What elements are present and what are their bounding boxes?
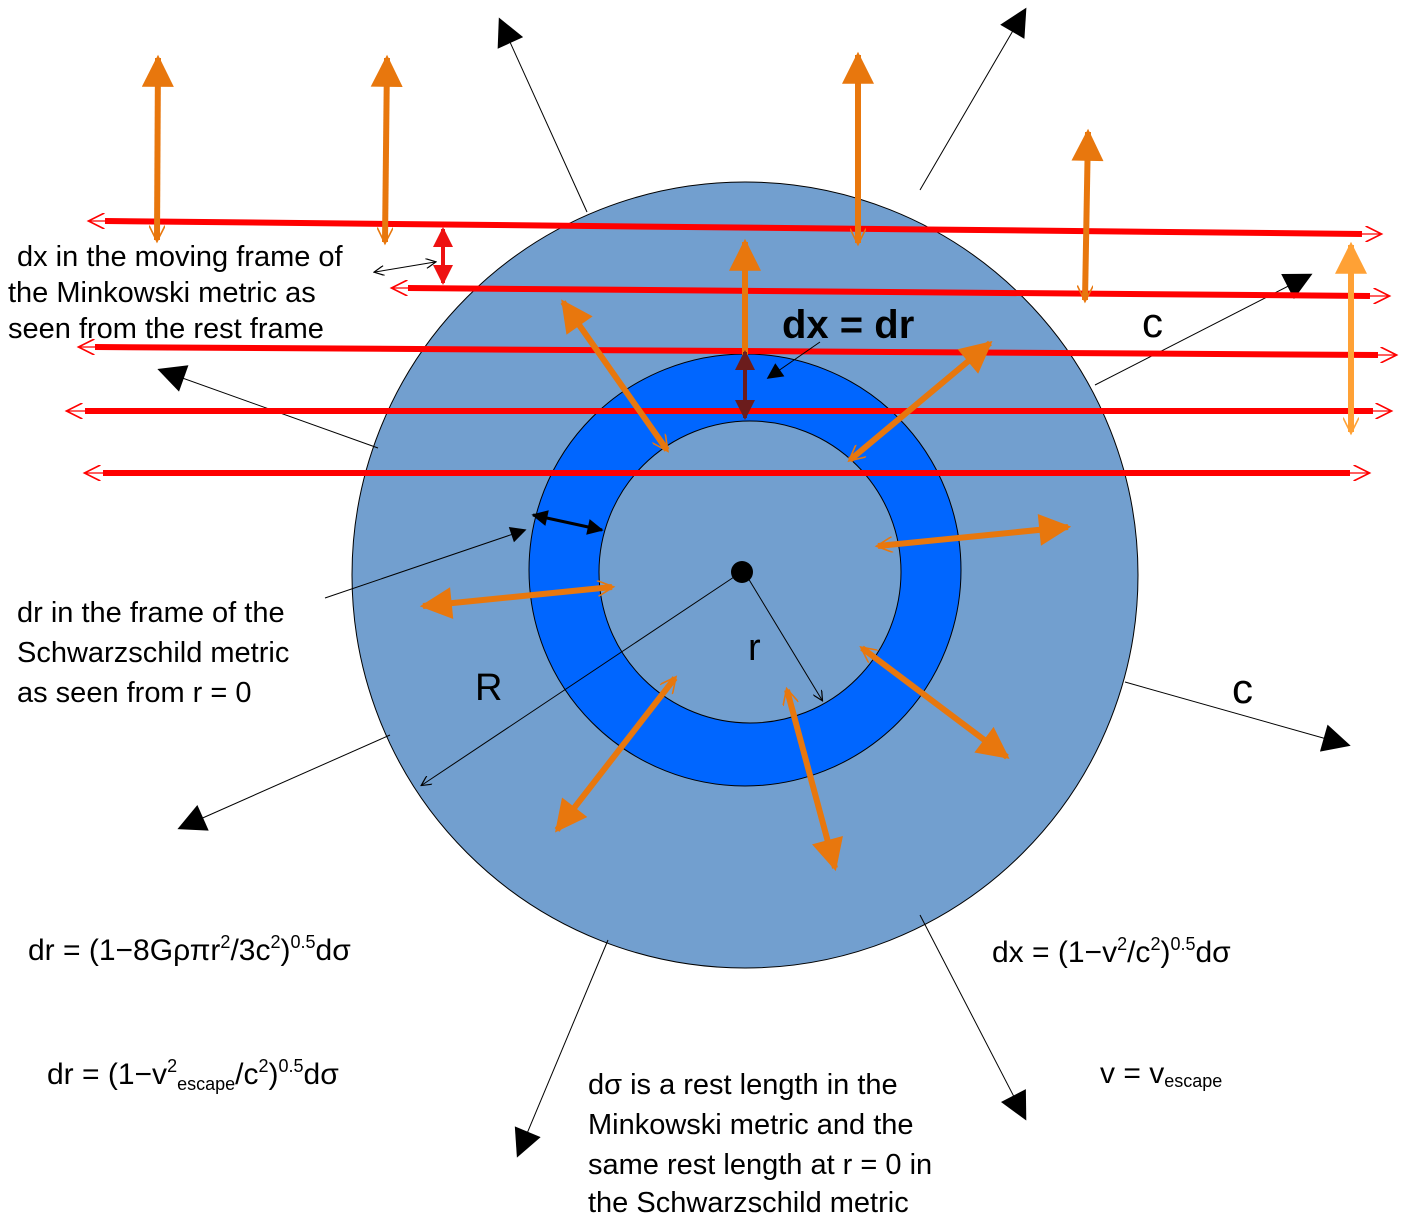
radius-r [744, 572, 822, 700]
r-label: r [748, 627, 761, 669]
red-line-arrowheads [68, 221, 1395, 473]
c-label-top: c [1142, 299, 1163, 346]
formula-dr-density: dr = (1−8Gρπr2/3c2)0.5dσ [28, 932, 351, 967]
v-escape-label: v = vescape [1100, 1057, 1222, 1091]
vertical-orange-arrows [157, 55, 1088, 355]
dsigma-note: dσ is a rest length in the Minkowski met… [588, 1069, 940, 1216]
leader-lines [324, 262, 821, 599]
red-line-2 [407, 285, 1371, 299]
red-line-3 [94, 344, 1379, 358]
formula-dr-escape: dr = (1−v2escape/c2)0.5dσ [47, 1056, 339, 1094]
radial-orange-arrows [423, 302, 1068, 868]
formula-dx: dx = (1−v2/c2)0.5dσ [992, 934, 1231, 969]
dx-eq-dr-label: dx = dr [782, 303, 914, 347]
dx-moving-frame-label: dx in the moving frame of the Minkowski … [8, 241, 351, 345]
R-label: R [475, 667, 502, 709]
center-point [731, 561, 753, 583]
c-label-right: c [1232, 665, 1253, 712]
red-line-1 [104, 218, 1363, 237]
dr-schwarzschild-label: dr in the frame of the Schwarzschild met… [17, 597, 297, 709]
ring-thickness-arrow [531, 510, 604, 535]
radius-R [422, 572, 741, 785]
